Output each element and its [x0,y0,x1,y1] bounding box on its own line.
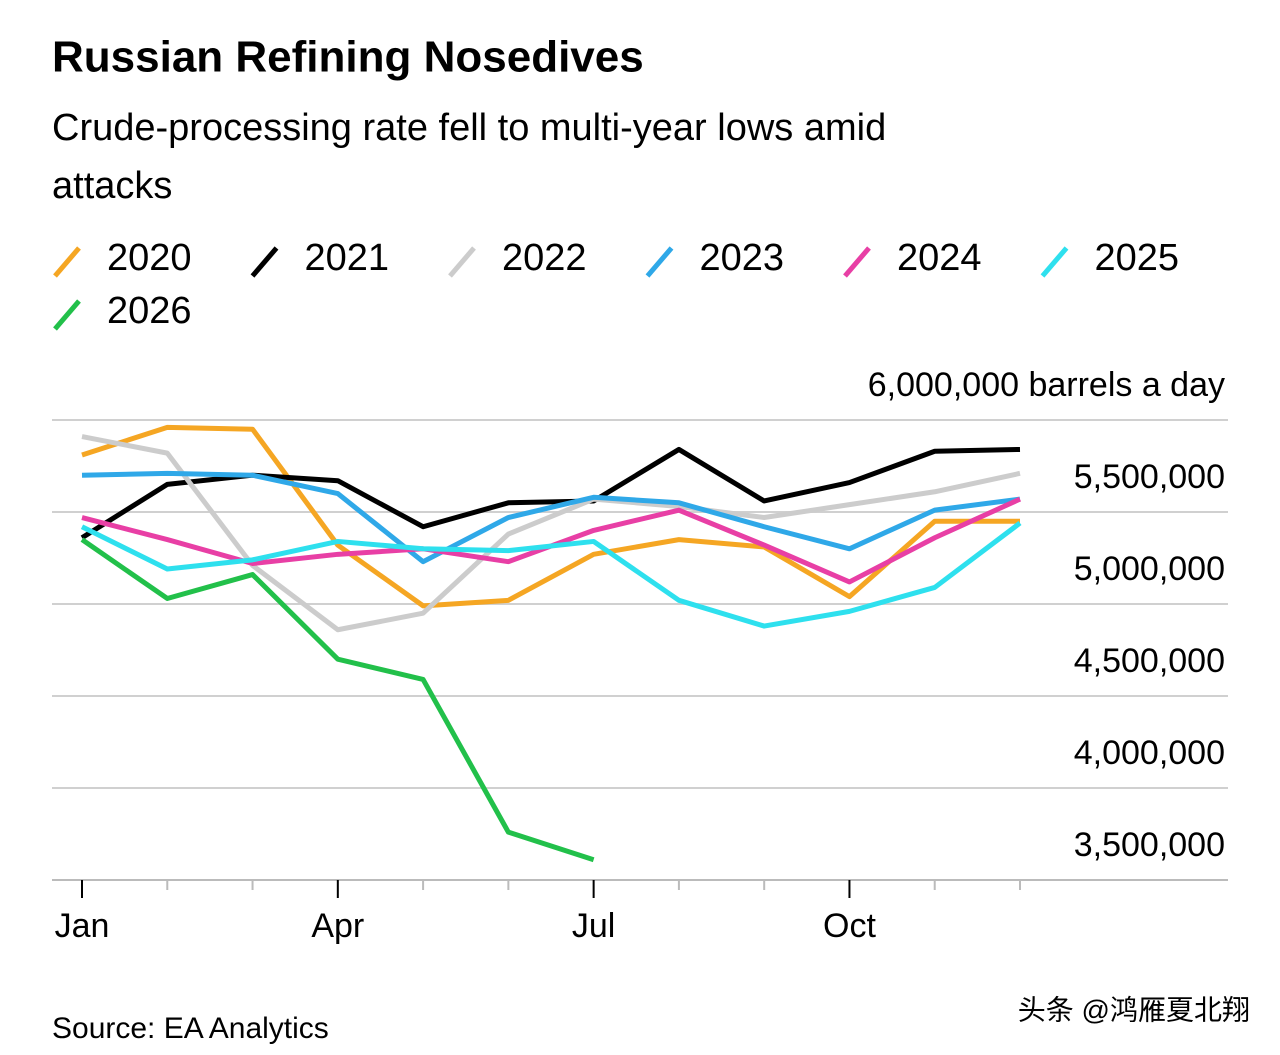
chart-title: Russian Refining Nosedives [52,33,644,82]
watermark: 头条 @鸿雁夏北翔 [1018,994,1250,1025]
line-series [80,521,1022,629]
legend-label: 2026 [107,290,192,332]
legend-swatch [53,246,81,278]
legend-label: 2023 [700,237,785,279]
line-series [81,424,1020,609]
legend-label: 2020 [107,237,192,279]
legend-label: 2021 [305,237,390,279]
y-tick-label: 4,500,000 [1074,642,1225,680]
chart-subtitle: Crude-processing rate fell to multi-year… [52,107,886,207]
y-tick-label: 4,000,000 [1074,734,1225,772]
source: Source: EA Analytics [52,1012,329,1045]
line-series [80,537,595,863]
line-series [81,470,1021,565]
x-tick-label: Jul [572,907,615,945]
y-tick-label: 5,500,000 [1074,458,1225,496]
subtitle-line: attacks [52,165,172,207]
legend-label: 2024 [897,237,982,279]
line-series [81,434,1021,633]
legend-swatch [53,299,81,331]
subtitle-line: Crude-processing rate fell to multi-year… [52,107,886,149]
y-tick-label: 5,000,000 [1074,550,1225,588]
y-tick-label: 3,500,000 [1074,826,1225,864]
x-tick-label: Apr [311,907,364,945]
legend-label: 2025 [1095,237,1180,279]
legend-label: 2022 [502,237,587,279]
legend-swatch [645,246,674,278]
legend-swatch [843,246,871,278]
legend-swatch [1040,246,1069,278]
legend-swatch [448,246,476,278]
x-tick-label: Jan [55,907,110,945]
legend-swatch [250,246,279,278]
x-tick-label: Oct [823,907,876,945]
y-tick-label: 6,000,000 barrels a day [868,366,1225,404]
